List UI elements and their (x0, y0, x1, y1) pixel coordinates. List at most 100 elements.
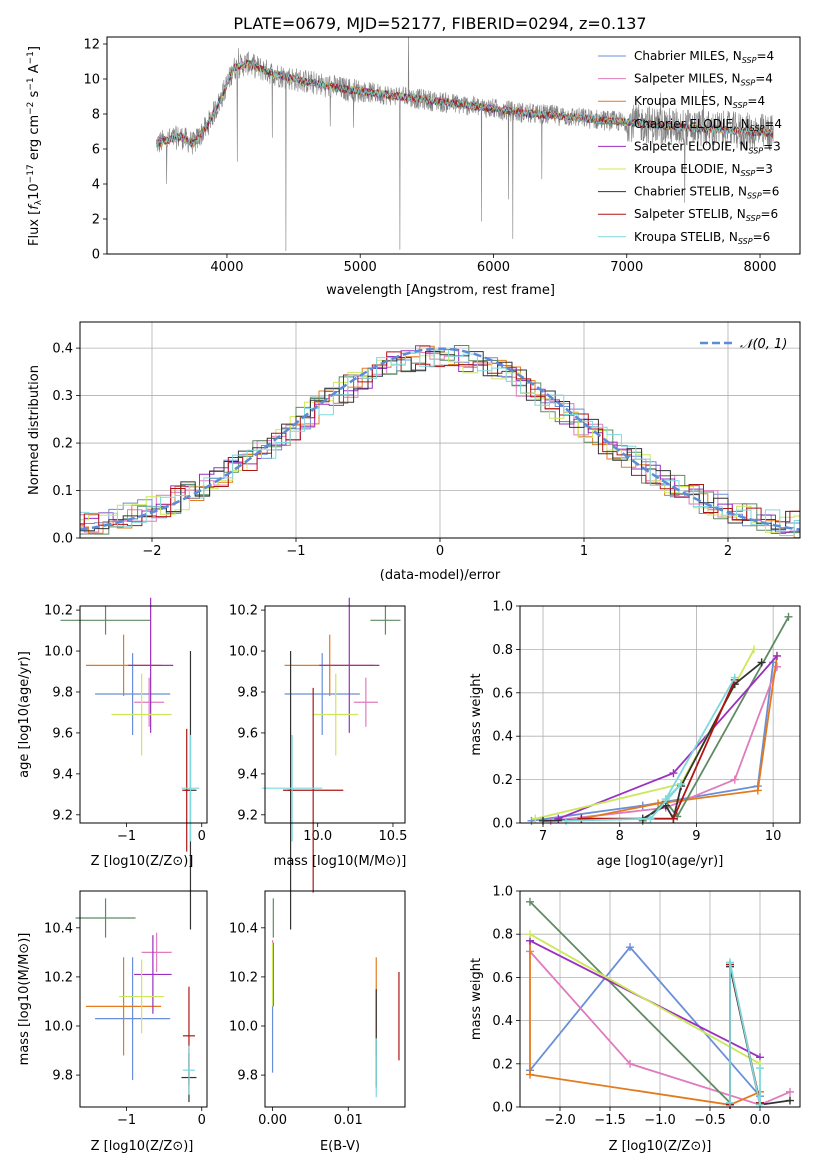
plus-marker (772, 662, 781, 671)
y-tick-label: 0.1 (52, 484, 73, 499)
legend-nssp: 4 (767, 49, 775, 63)
plus-marker (749, 645, 758, 654)
y-label-part: −1 (26, 77, 36, 90)
weight-line (531, 662, 775, 822)
y-tick-label: 0.2 (492, 773, 513, 788)
x-axis-label: Z [log10(Z/Z⊙)] (91, 854, 194, 869)
x-axis-label: (data-model)/error (380, 568, 501, 583)
legend-sub: SSP (741, 79, 756, 88)
chart-age-vs-z: −1 0 9.2 9.4 9.6 9.8 10.0 10.2 Z [log10(Z/Z⊙)] ag… (17, 597, 208, 930)
plus-marker (772, 651, 781, 660)
legend-name: Chabrier MILES (634, 49, 725, 63)
plus-marker (757, 658, 766, 667)
legend-sep: , N (730, 185, 747, 199)
legend-sep: , N (724, 162, 741, 176)
x-tick-label: 0.00 (258, 1113, 287, 1128)
chart-residuals: −2 −1 0 1 2 0.0 0.1 0.2 0.3 0.4 𝒩(0, 1) (data-model… (27, 321, 801, 583)
plus-marker (654, 799, 663, 808)
legend-eq: = (755, 162, 765, 176)
figure-title: PLATE=0679, MJD=52177, FIBERID=0294, z=0… (233, 14, 646, 33)
x-tick-label: 8 (616, 829, 624, 844)
x-axis-label: E(B-V) (320, 1139, 360, 1154)
y-axis-label: Normed distribution (27, 365, 42, 495)
y-tick-label: 0.0 (492, 817, 513, 832)
legend-label: 𝒩(0, 1) (740, 337, 787, 352)
y-tick-label: 0.0 (52, 532, 73, 547)
x-tick-label: 10 (765, 829, 782, 844)
plus-marker (726, 1098, 734, 1107)
y-tick-label: 10.0 (44, 645, 73, 660)
plus-marker (661, 795, 670, 804)
x-tick-label: 7 (539, 829, 547, 844)
axes-frame (79, 890, 208, 1108)
x-tick-label: 1 (580, 544, 588, 559)
y-tick-label: 0.2 (492, 1057, 513, 1072)
histogram-series (80, 349, 800, 536)
y-axis-label: mass weight (469, 958, 484, 1040)
plot-area (80, 345, 800, 538)
x-tick-label: −0.5 (694, 1113, 726, 1128)
x-tick-label: 0 (198, 1113, 206, 1128)
legend-label: Salpeter ELODIE, NSSP=3 (634, 139, 781, 155)
y-label-part: 10 (27, 183, 42, 200)
legend-nssp: 6 (763, 230, 771, 244)
x-tick-label: 7000 (610, 260, 643, 275)
legend-sub: SSP (748, 146, 763, 155)
axes-frame (264, 605, 406, 824)
x-tick-label: −2.0 (544, 1113, 576, 1128)
x-axis-label: Z [log10(Z/Z⊙)] (91, 1139, 194, 1154)
y-tick-label: 10.4 (44, 921, 73, 936)
legend-sep: , N (716, 94, 733, 108)
legend-eq: = (753, 230, 763, 244)
plus-marker (526, 897, 534, 906)
plot-area (271, 898, 400, 1098)
x-axis-label: Z [log10(Z/Z⊙)] (609, 1139, 712, 1154)
x-tick-label: 5000 (344, 260, 377, 275)
y-tick-label: 9.4 (237, 767, 258, 782)
weight-line (529, 940, 761, 1106)
y-tick-label: 9.6 (237, 726, 258, 741)
y-tick-label: 0.4 (52, 342, 73, 357)
y-tick-label: 0.2 (52, 437, 73, 452)
axes-frame (519, 605, 801, 824)
y-tick-label: 10 (83, 73, 100, 88)
legend-sep: , N (729, 207, 746, 221)
legend-nssp: 3 (765, 162, 773, 176)
legend-sub: SSP (747, 192, 762, 201)
weight-line (529, 945, 761, 1097)
plus-marker (784, 612, 793, 621)
axes-frame (519, 890, 801, 1108)
weight-line (581, 679, 736, 820)
y-label-part: λ (34, 199, 44, 205)
y-axis-label: Flux [fλ10−17 erg cm−2 s−1 A−1] (26, 46, 44, 246)
plus-marker (531, 814, 540, 823)
x-tick-label: 0.01 (334, 1113, 363, 1128)
plus-marker (786, 1096, 794, 1105)
y-tick-label: 10.2 (44, 970, 73, 985)
y-label-part: erg cm (27, 115, 42, 164)
plus-marker (726, 958, 734, 967)
chart-mass-vs-z: −1 0 9.8 10.0 10.2 10.4 Z [log10(Z/Z⊙)] mass [l… (17, 890, 208, 1154)
legend-label: Salpeter STELIB, NSSP=6 (634, 207, 778, 223)
y-tick-label: 10.2 (229, 604, 258, 619)
plus-marker (677, 779, 686, 788)
legend-name: Kroupa ELODIE (634, 162, 724, 176)
plot-area (527, 612, 793, 825)
y-tick-label: 0.3 (52, 389, 73, 404)
legend-eq: = (760, 207, 770, 221)
legend-eq: = (762, 185, 772, 199)
legend-sep: , N (721, 230, 738, 244)
y-label-part: Flux [ (27, 210, 42, 246)
y-label-part: −17 (26, 164, 36, 183)
legend-label: Kroupa ELODIE, NSSP=3 (634, 162, 773, 178)
x-tick-label: 0.0 (750, 1113, 771, 1128)
x-tick-label: −1.5 (594, 1113, 626, 1128)
y-label-part: s (27, 90, 42, 101)
legend-sub: SSP (750, 124, 765, 133)
histogram-series (80, 345, 800, 538)
chart-weight-vs-z: −2.0 −1.5 −1.0 −0.5 0.0 0.0 0.2 0.4 0.6 0.8 1.0 Z [… (469, 885, 801, 1154)
y-tick-label: 9.2 (237, 808, 258, 823)
plus-marker (730, 775, 739, 784)
y-axis-label: mass weight (469, 673, 484, 755)
